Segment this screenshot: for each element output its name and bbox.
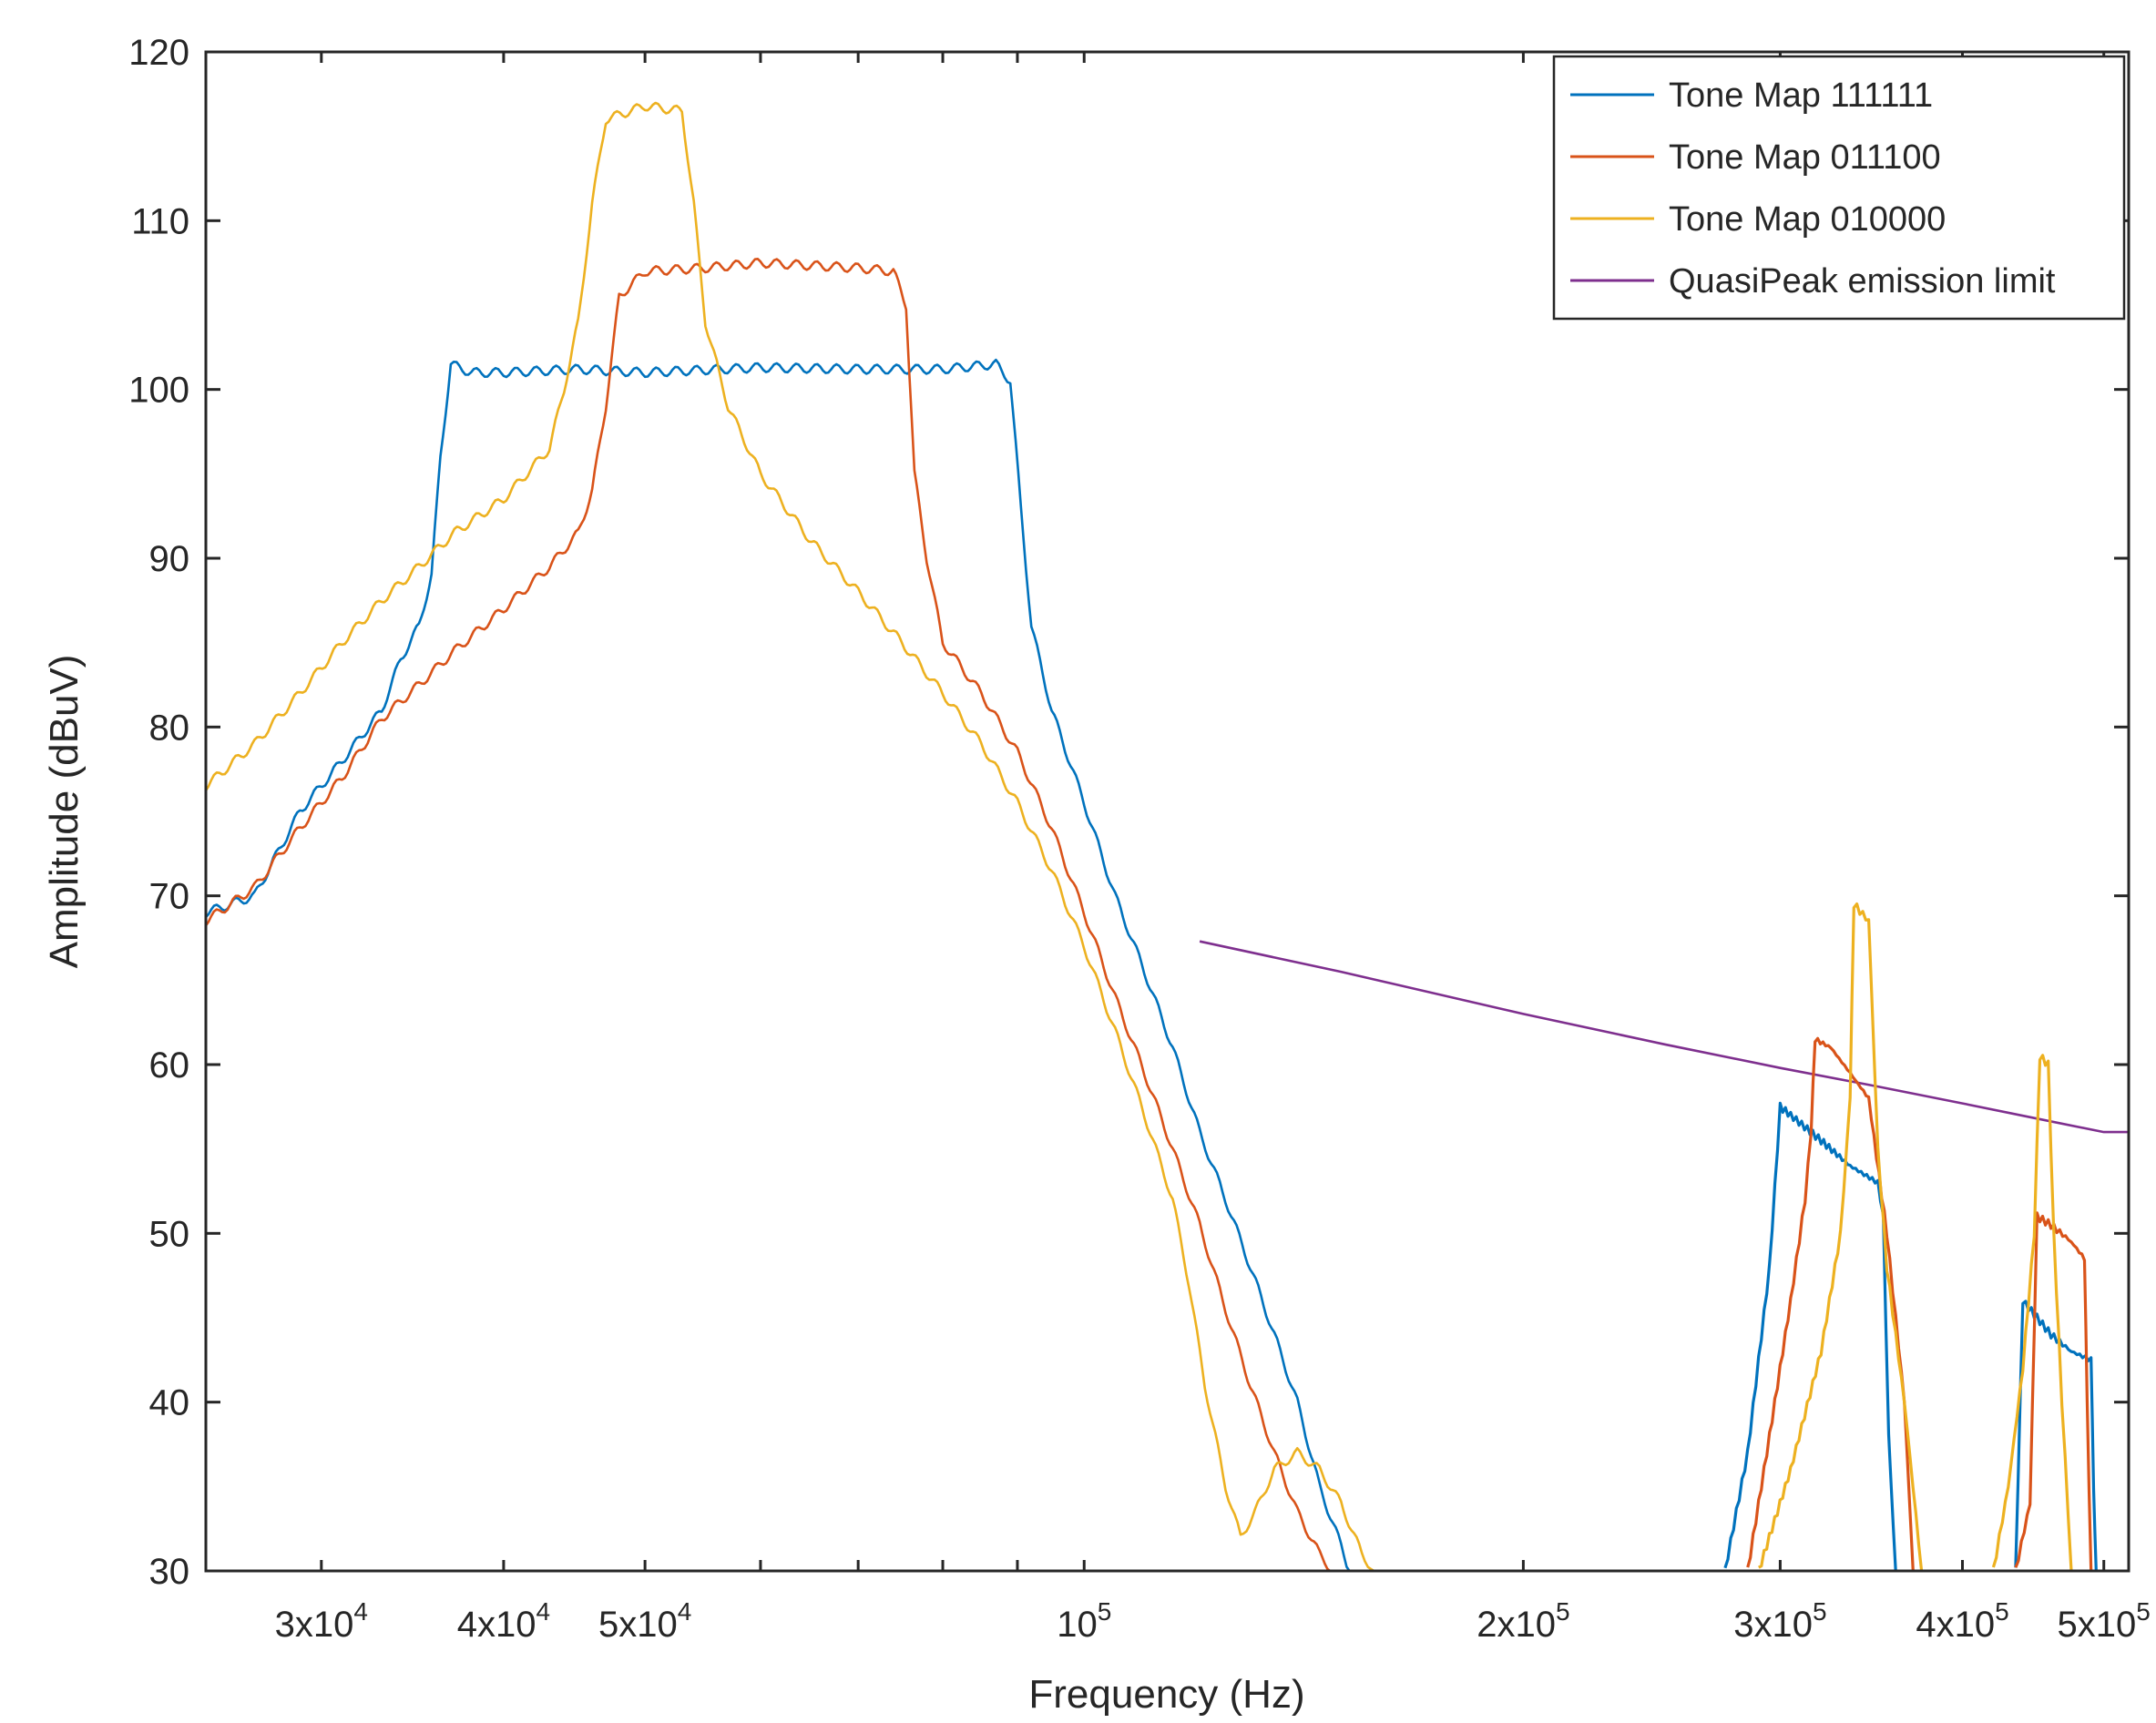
series-peak-tone-map-011100-3 xyxy=(2014,1211,2093,1572)
plot-frame xyxy=(204,50,2130,1573)
series-peak-tone-map-010000-5 xyxy=(1991,1054,2073,1572)
series-line-quasipeak-emission-limit xyxy=(1199,940,2129,1134)
x-tick-label: 4x104 xyxy=(457,1597,550,1645)
x-axis-label: Frequency (Hz) xyxy=(1028,1672,1304,1717)
x-tick-label: 2x105 xyxy=(1477,1597,1569,1645)
legend-label-tone-map-010000: Tone Map 010000 xyxy=(1669,200,1946,239)
legend-label-tone-map-011100: Tone Map 011100 xyxy=(1669,138,1941,177)
tick-layer: 30 40 50 60 70 80 90 100 110 120 3x104 4x104 5x104 10… xyxy=(128,33,2151,1645)
y-tick-label: 120 xyxy=(128,33,189,73)
x-tick-label: 4x105 xyxy=(1916,1597,2008,1645)
x-tick-label: 5x104 xyxy=(598,1597,691,1645)
x-tick-label: 3x105 xyxy=(1733,1597,1826,1645)
y-tick-label: 60 xyxy=(149,1045,190,1086)
legend-label-tone-map-111111: Tone Map 111111 xyxy=(1669,76,1933,115)
y-tick-label: 80 xyxy=(149,708,190,748)
y-axis-label: Amplitude (dBuV) xyxy=(42,655,87,969)
legend: Tone Map 111111 Tone Map 011100 Tone Map 0… xyxy=(1552,55,2126,321)
y-tick-label: 70 xyxy=(149,877,190,917)
legend-label-quasipeak-emission-limit: QuasiPeak emission limit xyxy=(1669,262,2056,301)
series-layer xyxy=(204,101,2129,1573)
x-tick-label: 5x105 xyxy=(2058,1597,2151,1645)
legend-box xyxy=(1552,55,2126,321)
x-tick-label: 3x104 xyxy=(275,1597,368,1645)
y-tick-label: 50 xyxy=(149,1214,190,1254)
series-line-tone-map-010000 xyxy=(204,101,1375,1573)
y-tick-label: 110 xyxy=(131,201,189,241)
series-peak-tone-map-010000-4 xyxy=(1758,902,1924,1572)
y-tick-label: 40 xyxy=(149,1383,190,1423)
series-line-tone-map-111111 xyxy=(205,358,1351,1572)
x-tick-label: 105 xyxy=(1057,1597,1111,1645)
series-line-tone-map-011100 xyxy=(204,258,1333,1573)
y-tick-label: 90 xyxy=(149,539,190,579)
y-tick-label: 30 xyxy=(149,1552,190,1592)
y-tick-label: 100 xyxy=(128,371,189,411)
